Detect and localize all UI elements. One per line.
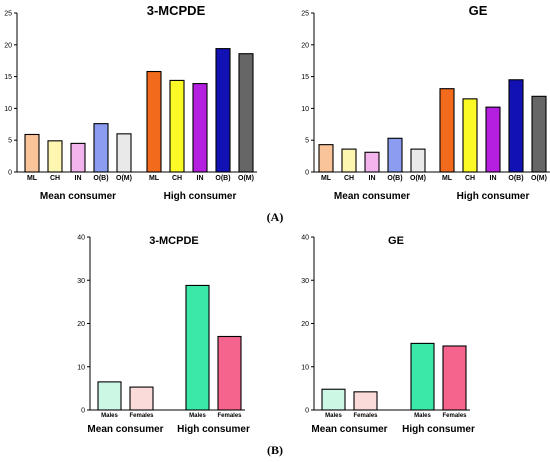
y-tick-label-b-ge: 0 xyxy=(305,408,309,415)
y-tick-label-a-ge: 25 xyxy=(301,11,309,18)
bar-b-3mcpde-high-0 xyxy=(185,284,210,411)
bar-a-ge-high-0 xyxy=(439,88,455,173)
category-label-a-ge: O(M) xyxy=(531,175,547,182)
y-tick-label-b-3mcpde: 0 xyxy=(81,408,85,415)
y-tick-label-a-ge: 10 xyxy=(301,106,309,113)
y-tick-label-b-3mcpde: 30 xyxy=(77,278,85,285)
category-label-a-3mcpde: O(B) xyxy=(93,175,108,182)
bar-a-ge-mean-0 xyxy=(318,144,334,173)
chart-b-3mcpde: 3-MCPDE 0 10 20 30 40 Males Females Mean consume… xyxy=(77,235,250,436)
category-label-a-ge: CH xyxy=(465,175,475,182)
y-tick-label-b-3mcpde: 10 xyxy=(77,364,85,371)
category-label-b-3mcpde: Males xyxy=(189,413,206,419)
bar-a-3mcpde-high-2 xyxy=(192,83,208,173)
category-label-a-ge: O(B) xyxy=(387,175,402,182)
bar-a-ge-high-2 xyxy=(485,106,501,173)
bar-a-ge-mean-1 xyxy=(341,148,357,173)
bar-a-ge-high-4 xyxy=(531,95,547,173)
bar-a-3mcpde-mean-0 xyxy=(24,133,40,173)
y-tick-label-a-3mcpde: 15 xyxy=(4,74,12,81)
category-label-a-3mcpde: ML xyxy=(149,175,160,182)
category-label-a-3mcpde: IN xyxy=(197,175,204,182)
bar-a-ge-mean-3 xyxy=(387,137,403,173)
bar-a-ge-mean-2 xyxy=(364,151,380,173)
y-tick-label-a-3mcpde: 10 xyxy=(4,106,12,113)
category-label-a-3mcpde: ML xyxy=(27,175,38,182)
category-label-b-ge: Females xyxy=(442,413,467,419)
bar-b-3mcpde-mean-0 xyxy=(97,381,122,411)
y-tick-label-b-ge: 20 xyxy=(301,321,309,328)
category-label-a-3mcpde: CH xyxy=(50,175,60,182)
y-tick-label-b-ge: 40 xyxy=(301,235,309,242)
bar-a-3mcpde-high-0 xyxy=(146,70,162,173)
group-label-b-3mcpde-high: High consumer xyxy=(177,424,250,435)
chart-a-3mcpde: 3-MCPDE 0 5 10 15 20 25 ML CH IN O(B) O(M) Mean cons… xyxy=(4,3,257,202)
y-tick-label-a-3mcpde: 25 xyxy=(4,11,12,18)
group-label-a-ge-mean: Mean consumer xyxy=(334,191,410,202)
y-tick-label-a-3mcpde: 0 xyxy=(8,170,12,177)
bar-a-3mcpde-high-4 xyxy=(238,53,254,173)
bar-a-3mcpde-high-3 xyxy=(215,48,231,173)
chart-title-b-ge: GE xyxy=(388,235,404,247)
y-tick-label-b-ge: 30 xyxy=(301,278,309,285)
y-tick-label-a-ge: 0 xyxy=(305,170,309,177)
chart-a-ge: GE 0 5 10 15 20 25 ML CH IN O(B) O(M) Mean consumer M… xyxy=(301,3,550,202)
category-label-a-ge: O(B) xyxy=(508,175,523,182)
category-label-b-ge: Males xyxy=(414,413,431,419)
category-label-b-3mcpde: Females xyxy=(217,413,242,419)
bar-b-ge-high-1 xyxy=(442,345,467,411)
category-label-b-3mcpde: Males xyxy=(101,413,118,419)
category-label-a-ge: ML xyxy=(442,175,453,182)
bar-a-3mcpde-mean-4 xyxy=(116,133,132,173)
category-label-a-ge: IN xyxy=(490,175,497,182)
chart-title-a-ge: GE xyxy=(469,3,488,18)
category-label-a-ge: CH xyxy=(344,175,354,182)
category-label-a-ge: IN xyxy=(369,175,376,182)
panel-label-a: (A) xyxy=(267,210,284,224)
category-label-a-ge: ML xyxy=(321,175,332,182)
y-tick-label-b-3mcpde: 40 xyxy=(77,235,85,242)
category-label-b-ge: Females xyxy=(353,413,378,419)
chart-title-b-3mcpde: 3-MCPDE xyxy=(149,235,199,247)
group-label-a-3mcpde-high: High consumer xyxy=(164,191,237,202)
y-tick-label-a-ge: 20 xyxy=(301,42,309,49)
group-label-b-ge-high: High consumer xyxy=(402,424,475,435)
category-label-a-3mcpde: O(M) xyxy=(116,175,132,182)
panel-label-b: (B) xyxy=(267,443,283,457)
bar-a-3mcpde-mean-2 xyxy=(70,142,86,173)
bar-a-3mcpde-mean-1 xyxy=(47,140,63,173)
bar-a-3mcpde-mean-3 xyxy=(93,123,109,173)
bar-a-3mcpde-high-1 xyxy=(169,79,185,173)
category-label-a-3mcpde: IN xyxy=(75,175,82,182)
y-tick-label-b-ge: 10 xyxy=(301,364,309,371)
category-label-b-3mcpde: Females xyxy=(129,413,154,419)
y-tick-label-b-3mcpde: 20 xyxy=(77,321,85,328)
bar-b-ge-mean-0 xyxy=(321,388,346,411)
bar-a-ge-high-3 xyxy=(508,79,524,173)
y-tick-label-a-ge: 5 xyxy=(305,138,309,145)
bar-a-ge-mean-4 xyxy=(410,148,426,173)
category-label-b-ge: Males xyxy=(325,413,342,419)
chart-title-a-3mcpde: 3-MCPDE xyxy=(147,3,206,18)
group-label-b-ge-mean: Mean consumer xyxy=(311,424,387,435)
y-tick-label-a-3mcpde: 5 xyxy=(8,138,12,145)
group-label-a-3mcpde-mean: Mean consumer xyxy=(40,191,116,202)
y-tick-label-a-ge: 15 xyxy=(301,74,309,81)
group-label-b-3mcpde-mean: Mean consumer xyxy=(87,424,163,435)
chart-b-ge: GE 0 10 20 30 40 Males Females Mean consumer Male… xyxy=(301,235,475,436)
bar-b-ge-high-0 xyxy=(410,342,435,411)
bar-b-3mcpde-high-1 xyxy=(217,335,242,411)
bar-b-ge-mean-1 xyxy=(353,391,378,411)
bar-b-3mcpde-mean-1 xyxy=(129,386,154,411)
category-label-a-3mcpde: CH xyxy=(172,175,182,182)
group-label-a-ge-high: High consumer xyxy=(457,191,530,202)
y-tick-label-a-3mcpde: 20 xyxy=(4,42,12,49)
bar-a-ge-high-1 xyxy=(462,98,478,173)
category-label-a-3mcpde: O(M) xyxy=(238,175,254,182)
category-label-a-ge: O(M) xyxy=(410,175,426,182)
category-label-a-3mcpde: O(B) xyxy=(215,175,230,182)
